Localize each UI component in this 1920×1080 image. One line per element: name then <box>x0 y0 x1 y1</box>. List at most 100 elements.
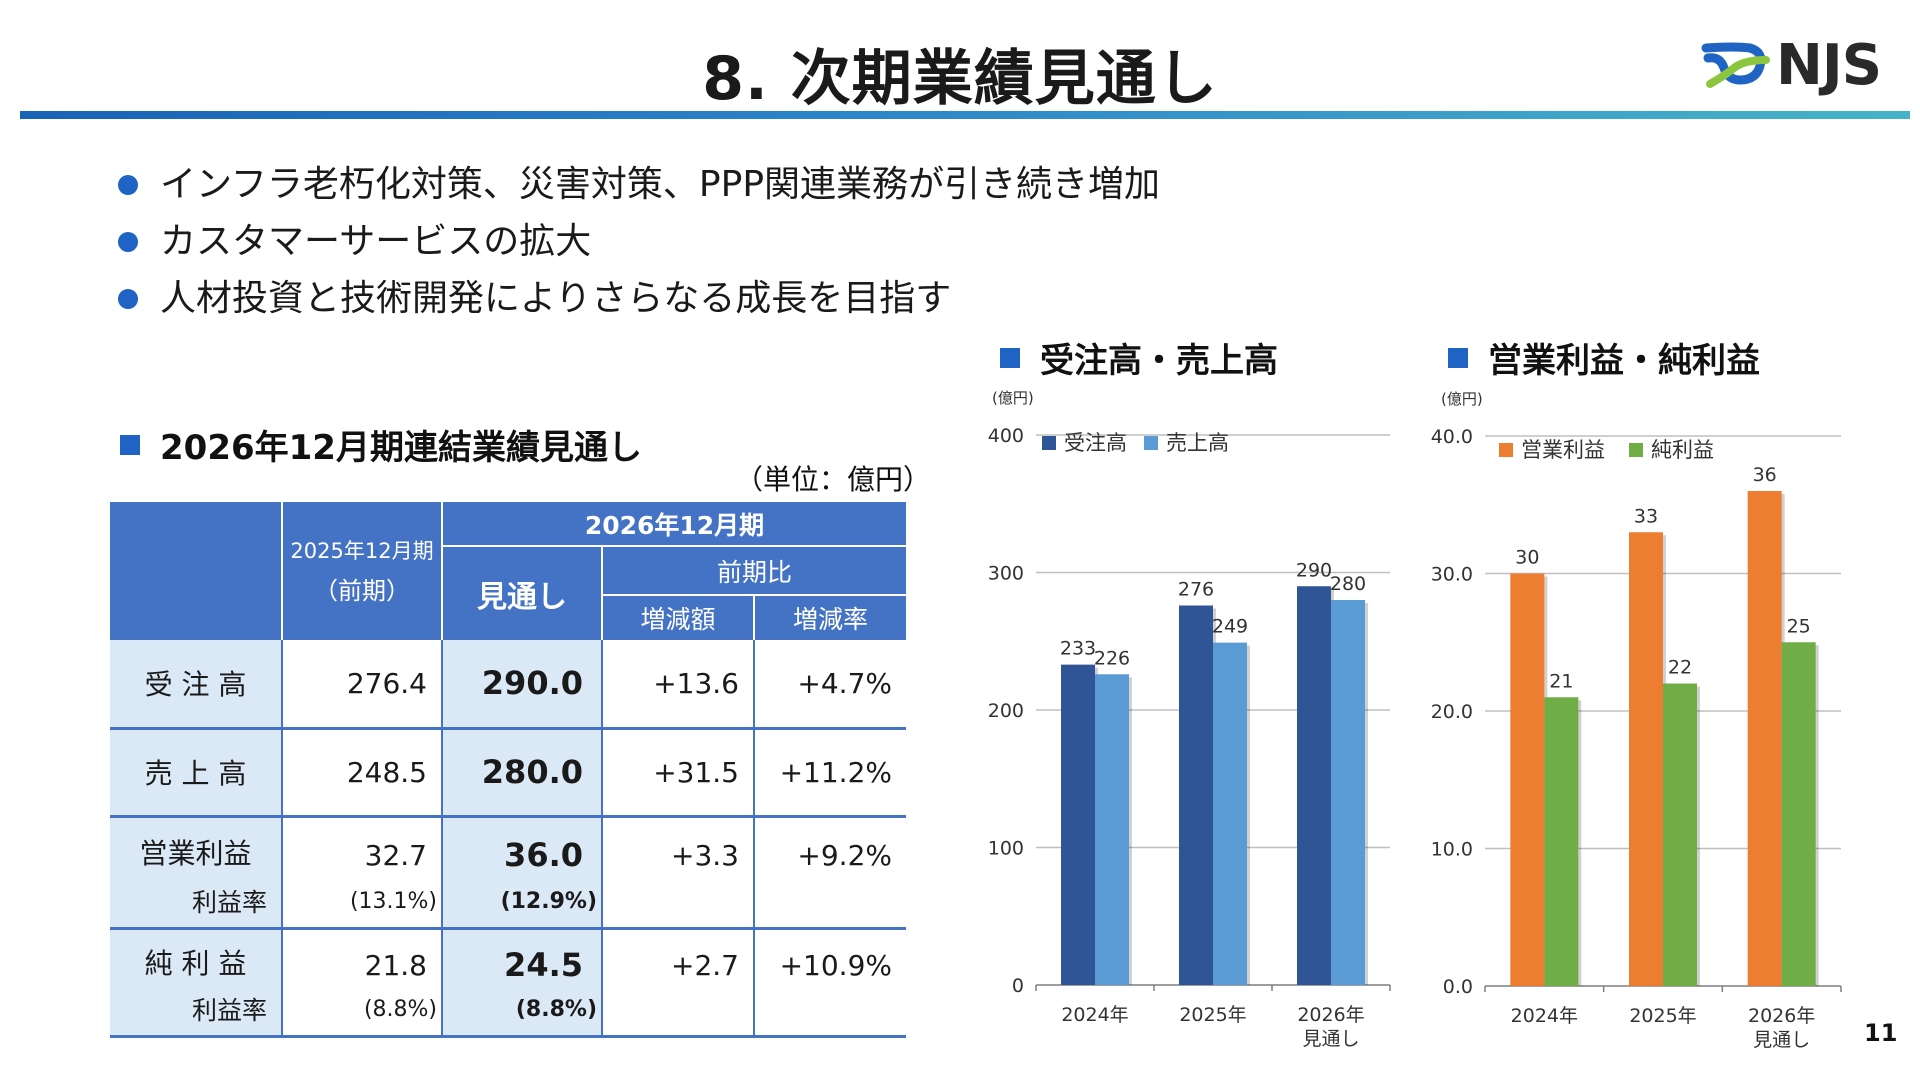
chart1-heading-text: 受注高・売上高 <box>1040 341 1278 381</box>
yoy-header: 前期比 <box>602 546 906 596</box>
data-label: 249 <box>1212 616 1248 638</box>
y-tick-label: 20.0 <box>1431 701 1473 723</box>
chart2-heading: 営業利益・純利益 <box>1448 333 1760 382</box>
company-logo: NJS <box>1700 36 1886 96</box>
table-row: 純 利 益 21.8 24.5 +2.7 +10.9% <box>110 928 906 984</box>
y-unit-label: (億円) <box>1441 390 1483 408</box>
legend-label: 受注高 <box>1064 431 1127 455</box>
bullet-text: インフラ老朽化対策、災害対策、PPP関連業務が引き続き増加 <box>160 164 1161 205</box>
forecast-margin: (12.9%) <box>442 876 603 928</box>
page-number: 11 <box>1864 1019 1898 1047</box>
x-tick-label: 見通し <box>1753 1029 1810 1051</box>
data-label: 226 <box>1094 647 1130 669</box>
bullet-dot-icon <box>118 232 138 252</box>
table-row: 売 上 高 248.5 280.0 +31.5 +11.2% <box>110 728 906 816</box>
row-label: 営業利益 <box>110 816 283 876</box>
bullet-item: インフラ老朽化対策、災害対策、PPP関連業務が引き続き増加 <box>118 158 1160 215</box>
legend-swatch <box>1629 443 1643 457</box>
bullet-item: 人材投資と技術開発によりさらなる成長を目指す <box>118 272 1160 329</box>
square-bullet-icon <box>120 434 140 455</box>
change-rate: +4.7% <box>797 666 892 700</box>
bar <box>1297 586 1331 985</box>
table-row: 営業利益 32.7 36.0 +3.3 +9.2% <box>110 816 906 876</box>
data-label: 280 <box>1330 573 1366 595</box>
y-tick-label: 200 <box>988 700 1024 722</box>
forecast-value: 280.0 <box>442 728 603 816</box>
bar <box>1663 683 1697 986</box>
data-label: 36 <box>1753 464 1777 486</box>
bar <box>1213 642 1247 985</box>
forecast-value: 290.0 <box>442 640 603 728</box>
bullet-text: カスタマーサービスの拡大 <box>160 221 592 262</box>
square-bullet-icon <box>1448 347 1468 368</box>
prev-period-sublabel: （前期） <box>314 577 410 605</box>
table-heading: 2026年12月期連結業績見通し <box>120 420 642 469</box>
change-amount: +31.5 <box>602 728 755 816</box>
x-tick-label: 2026年 <box>1748 1005 1815 1027</box>
logo-mark-icon <box>1701 42 1770 88</box>
legend-swatch <box>1042 436 1056 450</box>
change-rate: +9.2% <box>797 839 892 872</box>
prev-value: 248.5 <box>282 728 443 816</box>
empty-cell <box>602 984 755 1036</box>
orders-sales-chart: (億円) 0 100 200 300 400 233 226 2024年 276 249 2025年 2… <box>970 386 1410 1056</box>
legend-label: 純利益 <box>1651 438 1714 462</box>
bar <box>1747 491 1782 986</box>
page-title: 8. 次期業績見通し <box>702 44 1218 114</box>
data-label: 22 <box>1668 657 1692 679</box>
legend-swatch <box>1144 436 1158 450</box>
change-rate: +11.2% <box>779 755 892 789</box>
prev-value: 276.4 <box>282 640 443 728</box>
data-label: 30 <box>1515 547 1539 569</box>
bar <box>1510 573 1545 986</box>
chart2-heading-text: 営業利益・純利益 <box>1488 341 1760 381</box>
forecast-header: 見通し <box>442 546 603 640</box>
bar <box>1544 697 1579 986</box>
prev-period-label: 2025年12月期 <box>290 539 434 563</box>
next-period-header: 2026年12月期 <box>442 502 906 547</box>
bullet-dot-icon <box>118 289 138 309</box>
change-amount: +13.6 <box>602 640 755 728</box>
prev-value: 32.7 <box>282 816 443 876</box>
bar <box>1095 674 1129 985</box>
x-tick-label: 2024年 <box>1511 1005 1578 1027</box>
prev-value: 21.8 <box>282 928 443 984</box>
y-tick-label: 30.0 <box>1431 564 1473 586</box>
table-subrow: 利益率 (8.8%) (8.8%) <box>110 984 906 1036</box>
legend-swatch <box>1499 443 1513 457</box>
y-tick-label: 40.0 <box>1431 426 1473 448</box>
data-label: 33 <box>1634 505 1658 527</box>
bar <box>1061 664 1095 985</box>
data-label: 25 <box>1787 615 1811 637</box>
table-corner <box>110 502 283 640</box>
bullet-text: 人材投資と技術開発によりさらなる成長を目指す <box>160 278 952 319</box>
change-amount-header: 増減額 <box>602 595 755 640</box>
table-subrow: 利益率 (13.1%) (12.9%) <box>110 876 906 928</box>
empty-cell <box>754 876 906 928</box>
change-amount: +2.7 <box>602 928 755 984</box>
legend-label: 売上高 <box>1166 431 1229 455</box>
change-rate: +10.9% <box>779 949 892 982</box>
x-tick-label: 2024年 <box>1061 1004 1128 1026</box>
chart1-heading: 受注高・売上高 <box>1000 333 1278 382</box>
margin-label: 利益率 <box>110 876 283 928</box>
data-label: 233 <box>1060 638 1096 660</box>
prev-margin: (8.8%) <box>282 984 443 1036</box>
row-label: 受 注 高 <box>110 640 283 728</box>
bar <box>1629 532 1663 986</box>
empty-cell <box>602 876 755 928</box>
y-tick-label: 0.0 <box>1443 976 1473 998</box>
y-tick-label: 400 <box>988 425 1024 447</box>
change-rate-header: 増減率 <box>754 595 906 640</box>
square-bullet-icon <box>1000 347 1020 368</box>
bullet-dot-icon <box>118 175 138 195</box>
y-tick-label: 0 <box>1012 975 1024 997</box>
logo-text: NJS <box>1776 33 1882 98</box>
forecast-value: 36.0 <box>442 816 603 876</box>
table-heading-text: 2026年12月期連結業績見通し <box>160 428 642 468</box>
y-unit-label: (億円) <box>992 389 1034 407</box>
bullet-list: インフラ老朽化対策、災害対策、PPP関連業務が引き続き増加 カスタマーサービスの… <box>118 158 1160 329</box>
bar <box>1781 642 1816 986</box>
bar <box>1331 600 1365 985</box>
